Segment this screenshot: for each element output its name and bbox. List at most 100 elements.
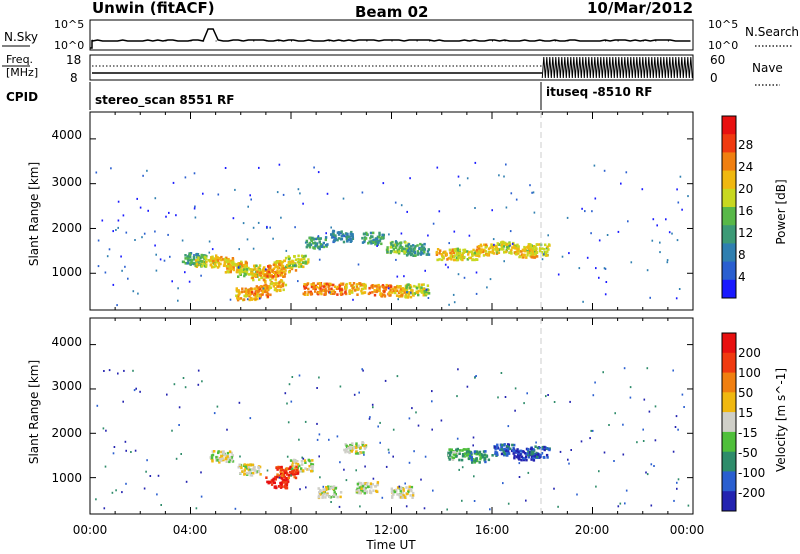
scatter-cell	[316, 282, 320, 285]
sparse-cell	[381, 496, 384, 499]
scatter-cell	[218, 461, 221, 464]
scatter-cell	[475, 450, 479, 453]
scatter-cell	[333, 291, 337, 294]
scatter-cell	[351, 284, 354, 287]
scatter-cell	[496, 242, 499, 245]
scatter-cell	[447, 451, 450, 455]
scatter-cell	[308, 236, 312, 240]
scatter-cell	[517, 252, 520, 255]
scatter-cell	[401, 245, 404, 249]
scatter-cell	[344, 232, 348, 235]
scatter-cell	[491, 454, 494, 457]
scatter-cell	[237, 289, 240, 292]
scatter-cell	[516, 243, 519, 247]
scatter-cell	[236, 296, 239, 300]
scatter-cell	[514, 252, 518, 256]
scatter-cell	[248, 294, 251, 297]
scatter-cell	[276, 473, 279, 476]
scatter-cell	[232, 266, 235, 269]
sparse-cell	[424, 455, 427, 458]
sparse-cell	[523, 402, 525, 405]
scatter-cell	[281, 269, 284, 273]
scatter-cell	[274, 263, 278, 267]
scatter-cell	[296, 466, 299, 470]
sparse-cell	[474, 161, 477, 164]
sparse-cell	[568, 462, 570, 465]
colorbar-segment	[722, 188, 736, 208]
sparse-cell	[315, 238, 317, 241]
scatter-cell	[231, 257, 235, 260]
scatter-cell	[494, 448, 497, 451]
scatter-cell	[243, 463, 246, 466]
sparse-cell	[285, 249, 288, 252]
scatter-cell	[378, 287, 381, 290]
scatter-cell	[452, 456, 456, 460]
sparse-cell	[132, 290, 135, 293]
scatter-cell	[220, 255, 223, 259]
sparse-cell	[384, 379, 387, 382]
scatter-cell	[458, 449, 462, 452]
scatter-cell	[224, 454, 228, 457]
sparse-cell	[425, 288, 428, 291]
scatter-cell	[391, 496, 394, 499]
scatter-cell	[297, 257, 300, 261]
sparse-cell	[146, 169, 148, 172]
sparse-cell	[238, 248, 240, 251]
scatter-cell	[189, 253, 192, 256]
sparse-cell	[559, 450, 562, 453]
scatter-cell	[466, 450, 469, 453]
scatter-cell	[204, 256, 207, 259]
scatter-cell	[267, 270, 270, 274]
scatter-cell	[266, 272, 269, 275]
scatter-cell	[374, 242, 377, 246]
scatter-cell	[354, 452, 358, 455]
scatter-cell	[286, 467, 290, 471]
sparse-cell	[108, 248, 111, 251]
scatter-cell	[387, 284, 390, 288]
scatter-cell	[287, 480, 290, 483]
scatter-cell	[385, 248, 389, 252]
scatter-cell	[322, 241, 325, 245]
scatter-cell	[288, 467, 291, 470]
sparse-cell	[139, 206, 142, 209]
scatter-cell	[505, 250, 508, 253]
sparse-cell	[493, 243, 495, 246]
sparse-cell	[195, 507, 198, 510]
scatter-cell	[286, 472, 289, 475]
sparse-cell	[504, 396, 507, 398]
scatter-cell	[240, 268, 243, 272]
scatter-cell	[243, 290, 246, 293]
scatter-cell	[476, 251, 479, 254]
sparse-cell	[507, 425, 510, 428]
scatter-cell	[349, 282, 352, 285]
scatter-cell	[399, 288, 403, 291]
scatter-cell	[366, 485, 370, 489]
scatter-cell	[461, 253, 464, 257]
sparse-cell	[617, 230, 620, 233]
scatter-cell	[287, 257, 291, 261]
sparse-cell	[675, 415, 678, 418]
scatter-cell	[530, 458, 533, 461]
scatter-cell	[250, 296, 253, 300]
scatter-cell	[456, 447, 459, 451]
colorbar-segment	[722, 451, 736, 472]
scatter-cell	[543, 456, 546, 459]
velocity-ylabel: Slant Range [km]	[27, 360, 41, 464]
scatter-cell	[362, 232, 366, 236]
sparse-cell	[330, 226, 332, 229]
scatter-cell	[384, 288, 388, 291]
scatter-cell	[312, 246, 315, 249]
scatter-cell	[425, 292, 428, 296]
sparse-cell	[108, 369, 111, 372]
velocity-colorbar-label: Velocity [m s^-1]	[774, 368, 788, 472]
scatter-cell	[333, 292, 336, 295]
sparse-cell	[629, 386, 632, 389]
scatter-cell	[331, 231, 335, 234]
sparse-cell	[395, 240, 397, 242]
scatter-cell	[259, 473, 262, 476]
scatter-cell	[412, 292, 415, 295]
scatter-cell	[341, 233, 345, 236]
scatter-cell	[493, 446, 497, 449]
scatter-cell	[213, 265, 216, 269]
scatter-cell	[400, 241, 403, 244]
